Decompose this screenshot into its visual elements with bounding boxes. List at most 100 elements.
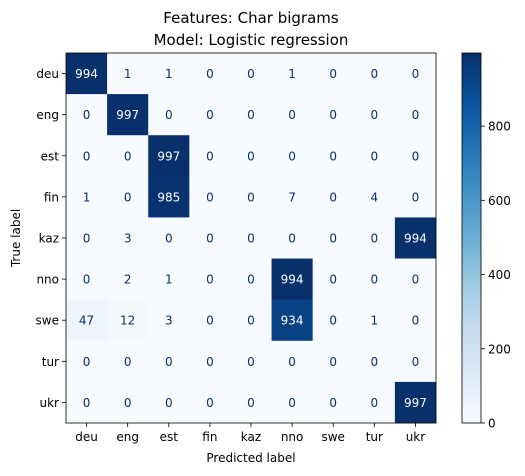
heatmap-cell-value: 0 [329, 314, 337, 328]
heatmap-cell-value: 0 [329, 190, 337, 204]
x-axis-label: Predicted label [206, 451, 295, 465]
heatmap-cell-value: 0 [124, 149, 132, 163]
heatmap-cell-value: 0 [371, 232, 379, 246]
y-tick-label: swe [36, 314, 59, 328]
heatmap-cell-value: 0 [371, 355, 379, 369]
x-tick-label: tur [366, 430, 383, 444]
x-tick-label: swe [321, 430, 344, 444]
heatmap-cell-value: 0 [247, 232, 255, 246]
heatmap-cell-value: 1 [83, 190, 91, 204]
heatmap-cell-value: 0 [83, 273, 91, 287]
colorbar-tick-label: 400 [488, 268, 511, 282]
heatmap-cell-value: 934 [281, 314, 304, 328]
heatmap-cell-value: 0 [247, 314, 255, 328]
heatmap-cell-value: 994 [75, 67, 98, 81]
y-tick-label: tur [42, 355, 59, 369]
y-axis-ticks: deu eng est fin kaz nno swe tur ukr [36, 67, 66, 410]
y-tick-label: deu [36, 67, 59, 81]
heatmap-cell-value: 2 [124, 273, 132, 287]
heatmap-cell-value: 0 [329, 273, 337, 287]
y-tick-label: fin [44, 190, 59, 204]
heatmap-cell-value: 0 [371, 273, 379, 287]
colorbar-tick-label: 200 [488, 342, 511, 356]
heatmap-cell-value: 0 [247, 149, 255, 163]
heatmap-cell-value: 0 [412, 314, 420, 328]
heatmap-cell-value: 994 [404, 232, 427, 246]
heatmap-cell-value: 0 [412, 67, 420, 81]
heatmap-cell-value: 0 [288, 232, 296, 246]
heatmap-cell-value: 0 [329, 149, 337, 163]
heatmap-cell-value: 0 [206, 273, 214, 287]
heatmap-cell-value: 0 [412, 149, 420, 163]
heatmap-cell-value: 0 [165, 108, 173, 122]
y-tick-label: kaz [39, 232, 59, 246]
x-tick-label: nno [281, 430, 304, 444]
heatmap-cell-value: 0 [412, 108, 420, 122]
heatmap-cell-value: 0 [247, 67, 255, 81]
x-tick-label: deu [75, 430, 98, 444]
heatmap-cell-value: 0 [247, 355, 255, 369]
x-tick-label: kaz [241, 430, 261, 444]
heatmap-cell-value: 0 [247, 108, 255, 122]
colorbar [462, 53, 481, 423]
heatmap-cell-value: 0 [247, 396, 255, 410]
heatmap-cell-value: 0 [124, 355, 132, 369]
y-tick-label: ukr [40, 396, 60, 410]
heatmap-cell-value: 47 [79, 314, 94, 328]
x-tick-label: est [160, 430, 179, 444]
heatmap-cell-value: 0 [412, 190, 420, 204]
heatmap-cell-value: 0 [165, 232, 173, 246]
heatmap-cell-value: 7 [288, 190, 296, 204]
heatmap-cell-value: 1 [165, 273, 173, 287]
heatmap-cell-value: 0 [371, 108, 379, 122]
heatmap-cell-value: 0 [124, 190, 132, 204]
chart-title-line-1: Features: Char bigrams [163, 9, 339, 27]
heatmap-cell-value: 0 [83, 232, 91, 246]
heatmap-cell-value: 0 [206, 232, 214, 246]
heatmap-cell-value: 0 [206, 190, 214, 204]
heatmap-cell-value: 0 [371, 149, 379, 163]
heatmap-cell-value: 0 [329, 232, 337, 246]
heatmap-cell-value: 0 [412, 355, 420, 369]
x-axis-ticks: deu eng est fin kaz nno swe tur ukr [75, 423, 425, 444]
x-tick-label: eng [116, 430, 139, 444]
heatmap-cell-value: 0 [288, 396, 296, 410]
heatmap-cell-value: 0 [206, 108, 214, 122]
heatmap-cell-value: 0 [329, 396, 337, 410]
heatmap-cell-value: 3 [124, 232, 132, 246]
heatmap-cell-value: 0 [371, 396, 379, 410]
heatmap-cell-value: 0 [83, 355, 91, 369]
heatmap-cell-value: 0 [165, 355, 173, 369]
heatmap-cell-value: 0 [329, 67, 337, 81]
heatmap-cell-value: 985 [157, 190, 180, 204]
heatmap-cell-value: 0 [247, 273, 255, 287]
y-axis-label: True label [9, 209, 23, 268]
x-tick-label: ukr [406, 430, 426, 444]
y-tick-label: nno [36, 273, 59, 287]
heatmap-cell-value: 997 [116, 108, 139, 122]
chart-title-line-2: Model: Logistic regression [154, 31, 349, 49]
heatmap-cell-value: 0 [412, 273, 420, 287]
heatmap-cell-labels: 994 1 1 0 0 1 0 0 0 0 997 0 0 0 0 0 0 0 0 0 997 0 0 0 0 0 0 1 0 985 0 0… [75, 67, 427, 410]
heatmap-cell-value: 0 [206, 67, 214, 81]
heatmap-cell-value: 0 [124, 396, 132, 410]
colorbar-tick-label: 600 [488, 194, 511, 208]
heatmap-cell-value: 997 [157, 149, 180, 163]
heatmap-cell-value: 0 [288, 108, 296, 122]
heatmap-cell-value: 4 [371, 190, 379, 204]
heatmap-cell-value: 0 [329, 355, 337, 369]
heatmap-cell-value: 0 [206, 149, 214, 163]
heatmap-cell-value: 1 [288, 67, 296, 81]
heatmap-cell-value: 0 [329, 108, 337, 122]
heatmap-cell-value: 997 [404, 396, 427, 410]
heatmap-cell-value: 1 [165, 67, 173, 81]
heatmap-cell-value: 0 [371, 67, 379, 81]
heatmap-cell-value: 994 [281, 273, 304, 287]
heatmap-cell-value: 0 [206, 314, 214, 328]
y-tick-label: eng [36, 108, 59, 122]
colorbar-ticks: 0 200 400 600 800 [481, 120, 511, 431]
heatmap-cell-value: 0 [165, 396, 173, 410]
heatmap-cell-value: 0 [83, 396, 91, 410]
y-tick-label: est [41, 149, 60, 163]
